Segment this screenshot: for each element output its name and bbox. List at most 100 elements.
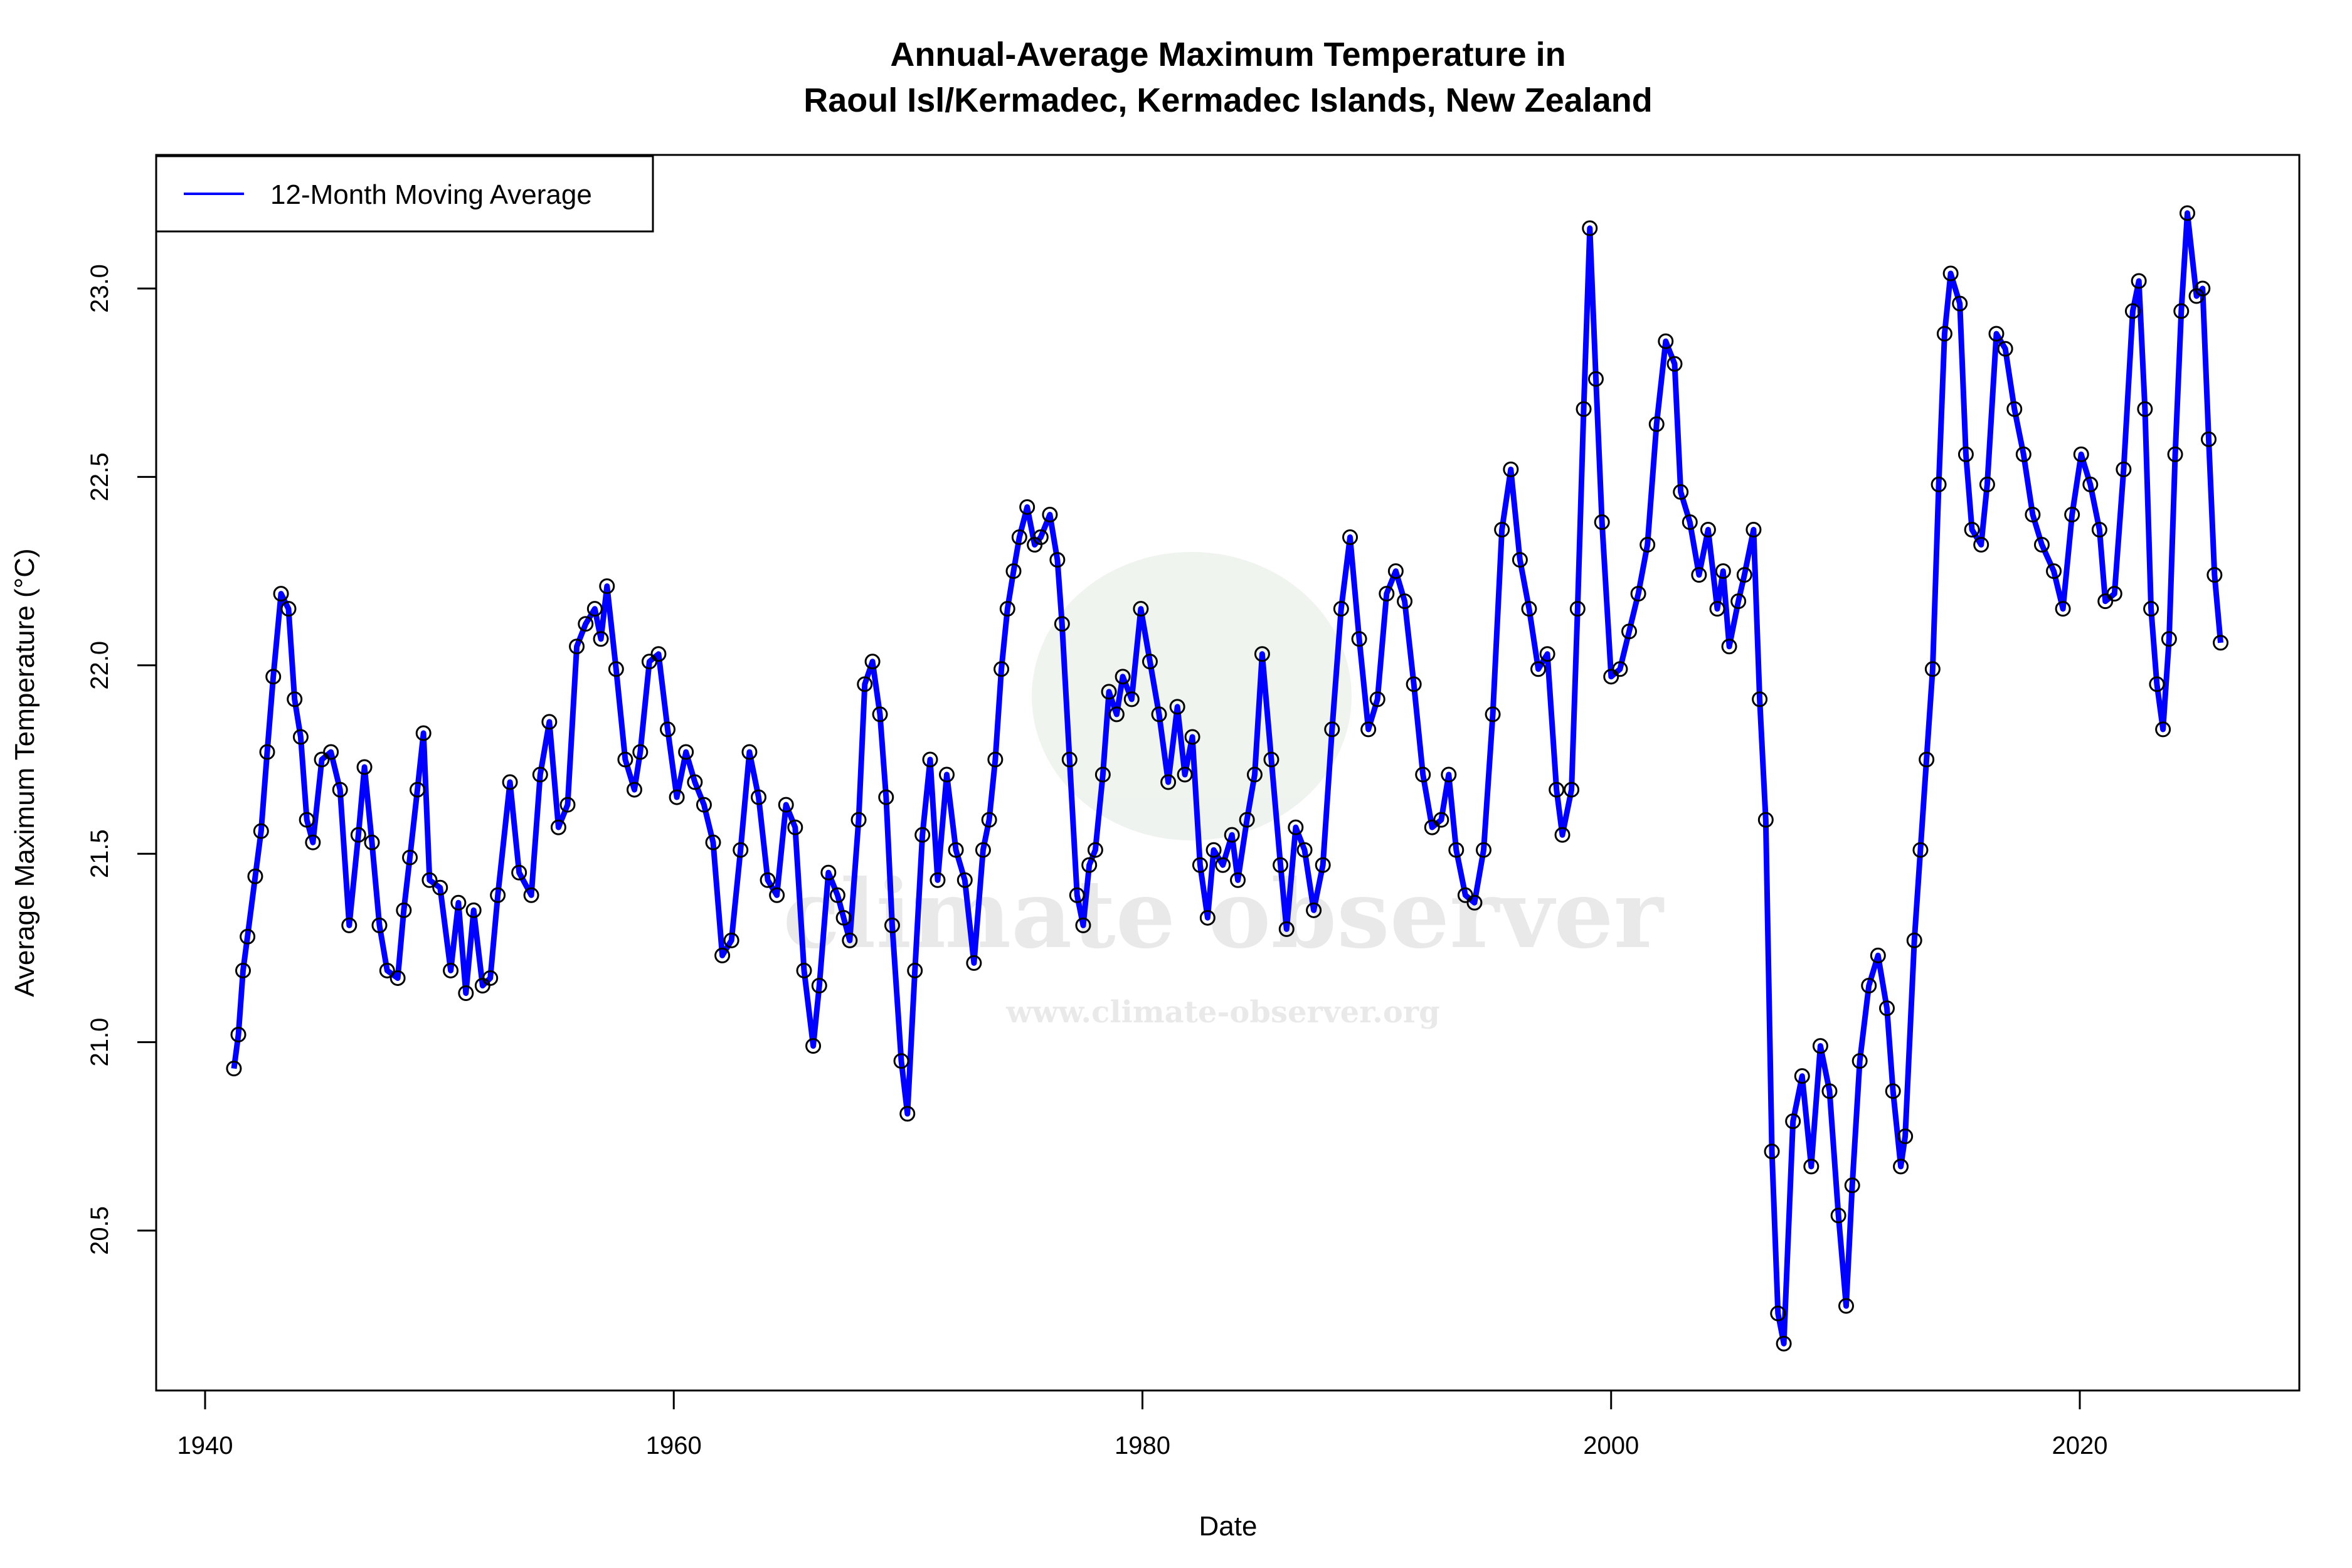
data-point — [1673, 484, 1689, 500]
data-point — [240, 928, 256, 945]
data-point — [1333, 601, 1349, 617]
data-point — [511, 864, 527, 881]
data-point — [1942, 265, 1959, 282]
data-point — [1087, 842, 1103, 858]
data-point — [1115, 669, 1131, 685]
data-point — [273, 586, 289, 602]
data-point — [641, 654, 657, 670]
data-point — [1979, 476, 1995, 492]
data-point — [458, 985, 474, 1001]
data-point — [705, 834, 721, 850]
data-point — [2200, 431, 2217, 447]
data-point — [733, 842, 749, 858]
data-point — [1177, 766, 1193, 783]
data-point — [1075, 917, 1091, 933]
data-point — [1919, 751, 1935, 768]
data-point — [1851, 1053, 1868, 1069]
chart-title-line2: Raoul Isl/Kermadec, Kermadec Islands, Ne… — [803, 82, 1653, 119]
data-point — [805, 1038, 822, 1054]
data-point — [1709, 601, 1725, 617]
data-point — [1752, 691, 1768, 707]
y-axis: 20.5 21.0 21.5 22.0 22.5 23.0 — [86, 264, 157, 1255]
data-point — [1239, 812, 1255, 828]
data-point — [2006, 401, 2023, 417]
data-point — [586, 601, 603, 617]
data-point — [2073, 446, 2089, 462]
data-point — [687, 774, 703, 790]
data-point — [1042, 506, 1058, 522]
data-point — [608, 661, 624, 677]
data-point — [1503, 461, 1519, 477]
data-point — [1263, 751, 1279, 768]
data-point — [1448, 842, 1465, 858]
data-point — [1785, 1113, 1801, 1130]
data-point — [930, 872, 946, 888]
data-point — [1821, 1083, 1838, 1099]
data-point — [2179, 205, 2195, 221]
data-point — [1554, 827, 1571, 843]
data-point — [1564, 781, 1580, 798]
data-point — [1988, 326, 2005, 342]
data-point — [490, 887, 506, 903]
data-point — [1192, 857, 1208, 873]
data-point — [450, 894, 467, 911]
data-point — [287, 691, 303, 707]
y-tick-label: 21.0 — [86, 1018, 114, 1067]
data-point — [1861, 977, 1877, 993]
data-point — [2091, 522, 2107, 538]
data-point — [1682, 514, 1698, 530]
data-point — [1587, 371, 1604, 387]
data-point — [1715, 563, 1731, 580]
data-point — [280, 601, 297, 617]
data-point — [569, 638, 585, 655]
data-point — [432, 879, 448, 896]
data-point — [1630, 586, 1646, 602]
x-axis-label: Date — [1199, 1511, 1258, 1542]
data-point — [907, 962, 923, 978]
data-point — [1246, 766, 1263, 783]
data-point — [1415, 766, 1431, 783]
watermark-text: climate observer — [783, 859, 1665, 970]
data-point — [1700, 522, 1716, 538]
data-point — [1288, 819, 1304, 835]
data-point — [259, 744, 275, 760]
data-point — [1296, 842, 1313, 858]
data-point — [981, 812, 997, 828]
data-point — [778, 797, 794, 813]
data-point — [1906, 932, 1922, 948]
data-point — [2149, 676, 2165, 692]
data-point — [1936, 326, 1952, 342]
data-point — [2033, 537, 2050, 553]
data-point — [1812, 1038, 1828, 1054]
data-point — [1108, 706, 1125, 723]
data-point — [1770, 1305, 1786, 1322]
data-point — [253, 823, 269, 839]
data-point — [922, 751, 938, 768]
data-point — [787, 819, 803, 835]
data-point — [1315, 857, 1331, 873]
data-point — [1433, 812, 1449, 828]
data-point — [1387, 563, 1404, 580]
data-point — [1666, 356, 1683, 372]
data-point — [341, 917, 358, 933]
data-point — [1952, 295, 1968, 312]
data-point — [1912, 842, 1929, 858]
data-point — [305, 834, 321, 850]
data-point — [2124, 303, 2141, 319]
data-point — [1049, 552, 1066, 568]
data-point — [1512, 552, 1528, 568]
data-point — [2213, 635, 2229, 651]
data-point — [350, 827, 366, 843]
data-point — [1539, 646, 1555, 662]
data-point — [1278, 921, 1295, 937]
data-point — [669, 789, 685, 805]
data-point — [820, 864, 837, 881]
data-point — [811, 977, 827, 993]
data-point — [1549, 781, 1565, 798]
data-point — [550, 819, 566, 835]
data-point — [956, 872, 973, 888]
data-point — [1973, 537, 1989, 553]
data-point — [796, 962, 812, 978]
data-point — [1306, 902, 1322, 918]
